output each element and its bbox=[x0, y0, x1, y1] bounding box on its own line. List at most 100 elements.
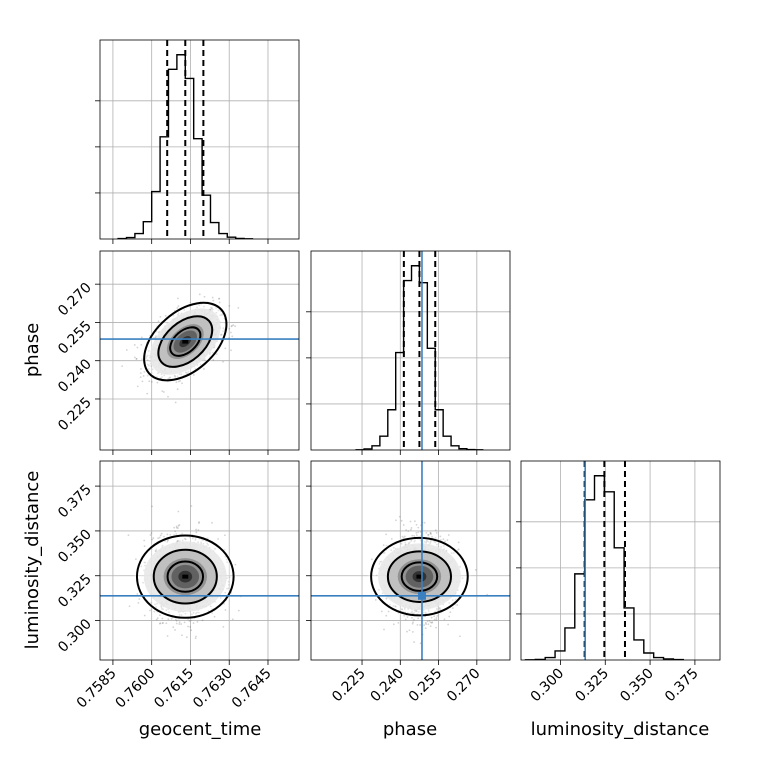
axis-frame bbox=[520, 460, 721, 661]
sample-point bbox=[139, 372, 142, 375]
sample-point bbox=[155, 335, 157, 337]
sample-point bbox=[167, 618, 170, 621]
sample-point bbox=[134, 558, 137, 561]
sample-point bbox=[228, 327, 231, 330]
sample-point bbox=[416, 624, 419, 626]
x-tick-label: 0.270 bbox=[444, 666, 484, 706]
sample-point bbox=[189, 302, 192, 304]
sample-point bbox=[456, 604, 459, 606]
sample-point bbox=[196, 306, 198, 309]
sample-point bbox=[411, 622, 414, 625]
panel-content bbox=[521, 461, 720, 660]
sample-point bbox=[165, 609, 168, 611]
sample-point bbox=[148, 364, 150, 367]
sample-point bbox=[230, 331, 232, 334]
sample-point bbox=[403, 614, 406, 617]
panel-luminosity_distance-vs-geocent_time: 0.3000.3250.3500.3750.75850.76000.76150.… bbox=[55, 460, 300, 712]
sample-point bbox=[430, 621, 433, 624]
sample-point bbox=[135, 357, 138, 360]
sample-point bbox=[134, 356, 136, 359]
sample-point bbox=[382, 552, 385, 554]
sample-point bbox=[146, 374, 149, 377]
sample-point bbox=[166, 635, 169, 637]
sample-point bbox=[385, 614, 388, 617]
contour-0 bbox=[370, 536, 469, 617]
sample-point bbox=[410, 527, 413, 529]
sample-point bbox=[436, 543, 438, 546]
contour-2 bbox=[166, 560, 205, 593]
sample-point bbox=[184, 538, 187, 540]
sample-point bbox=[408, 541, 411, 544]
sample-point bbox=[150, 380, 153, 383]
sample-point bbox=[430, 533, 432, 535]
sample-point bbox=[230, 325, 233, 328]
sample-point bbox=[121, 365, 124, 367]
x-tick-label: 0.7585 bbox=[74, 666, 120, 712]
sample-point bbox=[388, 603, 391, 606]
sample-point bbox=[211, 612, 214, 614]
sample-point bbox=[222, 360, 224, 363]
sample-point bbox=[395, 519, 397, 522]
sample-point bbox=[408, 629, 411, 632]
sample-point bbox=[192, 622, 195, 625]
sample-point bbox=[215, 311, 218, 314]
sample-point bbox=[442, 544, 445, 547]
sample-point bbox=[150, 365, 152, 368]
sample-point bbox=[199, 363, 202, 366]
sample-point bbox=[394, 605, 397, 608]
sample-point bbox=[202, 539, 204, 542]
sample-point bbox=[390, 538, 393, 540]
sample-point bbox=[161, 390, 164, 393]
sample-point bbox=[378, 562, 381, 565]
sample-point bbox=[234, 325, 237, 328]
sample-point bbox=[215, 307, 218, 309]
sample-point bbox=[184, 371, 187, 374]
sample-point bbox=[228, 576, 231, 579]
sample-point bbox=[155, 376, 158, 378]
sample-point bbox=[447, 534, 450, 536]
x-tick-label: 0.350 bbox=[617, 666, 657, 706]
sample-point bbox=[141, 380, 144, 383]
sample-point bbox=[405, 529, 408, 531]
sample-point bbox=[203, 305, 205, 308]
sample-point bbox=[154, 603, 156, 606]
sample-point bbox=[176, 313, 179, 316]
sample-point bbox=[221, 313, 224, 315]
sample-point bbox=[160, 605, 163, 607]
sample-point bbox=[380, 560, 383, 563]
sample-point bbox=[144, 357, 147, 360]
sample-point bbox=[439, 607, 441, 609]
sample-point bbox=[415, 531, 418, 534]
sample-point bbox=[161, 617, 164, 620]
contour-1 bbox=[386, 550, 452, 603]
sample-point bbox=[192, 374, 195, 376]
sample-point bbox=[198, 521, 201, 523]
sample-point bbox=[435, 531, 438, 534]
y-tick-label: 0.375 bbox=[55, 482, 95, 522]
x-label-geocent-time: geocent_time bbox=[139, 719, 262, 740]
sample-point bbox=[173, 374, 176, 377]
mode-marker bbox=[416, 574, 423, 579]
sample-point bbox=[445, 549, 448, 552]
sample-point bbox=[209, 605, 212, 608]
sample-point bbox=[135, 358, 138, 360]
sample-point bbox=[461, 577, 464, 580]
sample-point bbox=[435, 607, 438, 610]
sample-point bbox=[191, 537, 194, 540]
sample-point bbox=[413, 534, 415, 537]
sample-point bbox=[185, 371, 188, 374]
sample-point bbox=[413, 641, 416, 643]
sample-point bbox=[187, 618, 189, 621]
sample-point bbox=[194, 539, 197, 541]
sample-point bbox=[178, 621, 181, 624]
sample-point bbox=[181, 532, 184, 535]
sample-point bbox=[175, 533, 178, 535]
sample-point bbox=[427, 533, 430, 536]
sample-point bbox=[185, 636, 188, 639]
sample-point bbox=[146, 363, 149, 366]
sample-point bbox=[407, 542, 410, 545]
sample-point bbox=[155, 606, 158, 608]
sample-point bbox=[166, 539, 169, 542]
sample-point bbox=[429, 531, 432, 534]
